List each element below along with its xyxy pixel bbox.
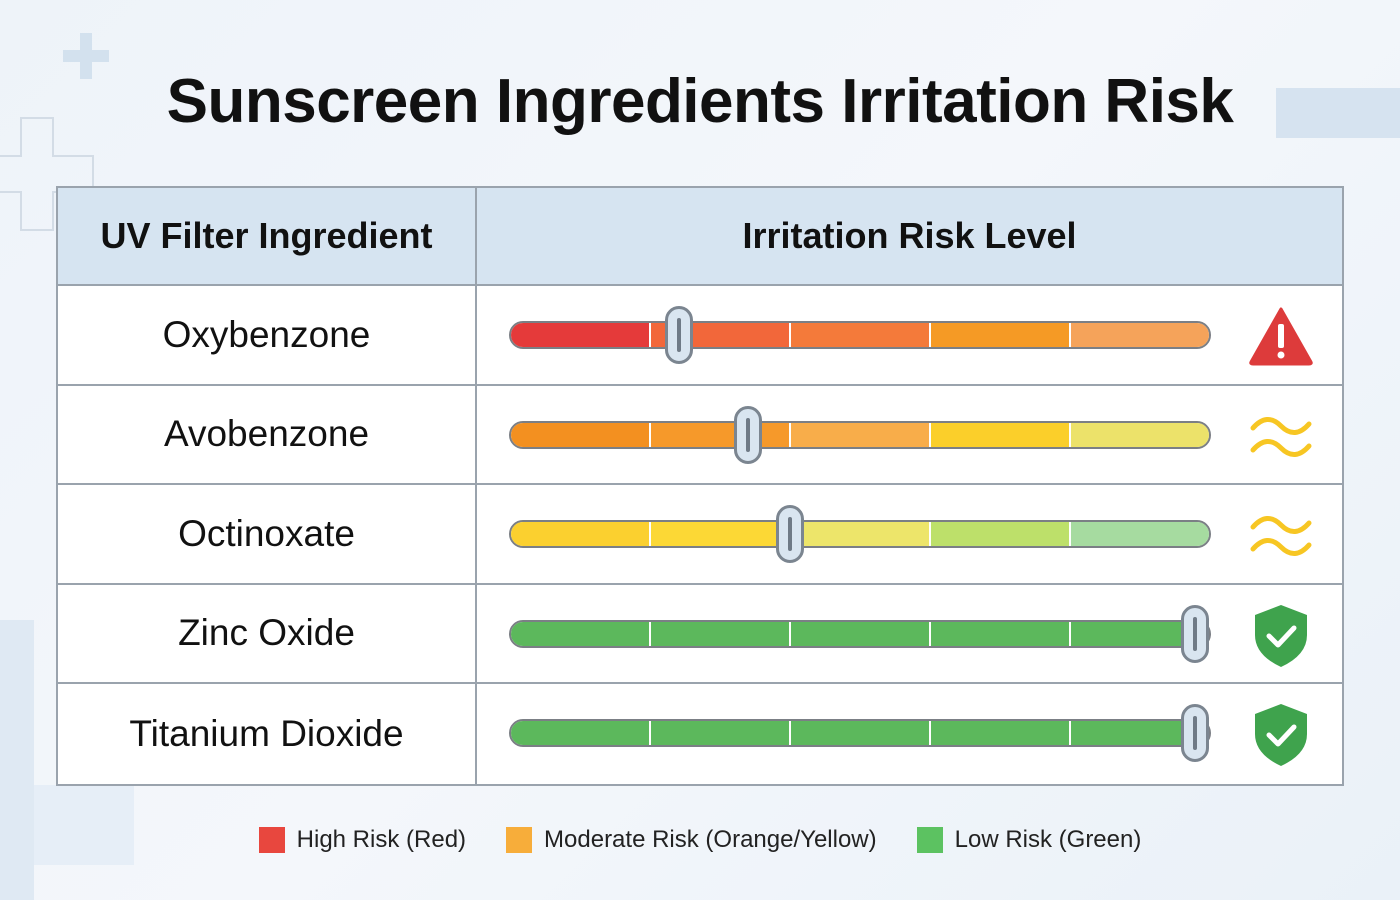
risk-segment [651,621,791,646]
legend: High Risk (Red) Moderate Risk (Orange/Ye… [0,826,1400,854]
legend-label: Moderate Risk (Orange/Yellow) [544,826,877,853]
risk-segment [511,522,651,546]
background-shape [0,620,34,900]
risk-segment [511,323,651,347]
table-row: Oxybenzone [58,286,1342,386]
wavy-approx-icon [1247,404,1315,468]
risk-segment [931,522,1071,546]
legend-item-moderate: Moderate Risk (Orange/Yellow) [506,826,877,854]
risk-segment [791,621,931,646]
ingredient-name: Oxybenzone [58,286,477,384]
warning-triangle-icon [1247,304,1315,368]
risk-segment [1071,323,1209,347]
risk-segment [931,323,1071,347]
risk-slider-thumb[interactable] [664,306,693,364]
risk-level-cell [477,684,1342,784]
legend-item-low: Low Risk (Green) [916,826,1142,854]
risk-segment [931,721,1071,745]
risk-scale-bar [509,520,1211,548]
ingredient-name: Titanium Dioxide [58,684,477,784]
background-shape [1276,88,1400,138]
shield-check-icon [1247,702,1315,766]
ingredient-name: Avobenzone [58,385,477,483]
table-row: Titanium Dioxide [58,684,1342,784]
risk-segment [1071,522,1209,546]
ingredient-name: Octinoxate [58,485,477,583]
risk-segment [931,422,1071,447]
risk-slider-thumb[interactable] [734,405,763,464]
background-shape [34,785,134,865]
table-header: UV Filter Ingredient Irritation Risk Lev… [58,188,1342,286]
risk-scale-bar [509,719,1211,747]
shield-check-icon [1247,603,1315,667]
risk-segment [791,721,931,745]
risk-slider-thumb[interactable] [776,505,805,563]
wavy-approx-icon [1247,503,1315,567]
legend-item-high: High Risk (Red) [258,826,467,854]
risk-level-cell [477,585,1342,683]
risk-scale-bar [509,619,1211,648]
legend-label: High Risk (Red) [296,826,467,853]
medical-cross-decoration-icon [0,33,109,231]
risk-segment [791,522,931,546]
risk-segment [1071,422,1209,447]
legend-swatch [916,827,943,853]
legend-swatch [506,827,533,853]
risk-segment [931,621,1071,646]
risk-level-cell [477,286,1342,384]
risk-scale-bar [509,420,1211,449]
risk-segment [651,721,791,745]
risk-slider-thumb[interactable] [1181,604,1210,663]
risk-scale-bar [509,321,1211,349]
table-row: Octinoxate [58,485,1342,585]
legend-label: Low Risk (Green) [954,826,1142,853]
risk-segment [791,422,931,447]
table-row: Avobenzone [58,385,1342,485]
risk-level-cell [477,386,1342,484]
legend-swatch [258,827,285,853]
risk-slider-thumb[interactable] [1181,704,1210,762]
risk-segment [511,621,651,646]
risk-segment [511,721,651,745]
risk-table: UV Filter Ingredient Irritation Risk Lev… [56,186,1344,786]
table-row: Zinc Oxide [58,584,1342,684]
ingredient-name: Zinc Oxide [58,584,477,682]
risk-segment [651,422,791,447]
risk-segment [511,422,651,447]
risk-segment [791,323,931,347]
risk-segment [651,522,791,546]
column-header-ingredient: UV Filter Ingredient [58,188,477,284]
page-title: Sunscreen Ingredients Irritation Risk [166,67,1234,136]
risk-level-cell [477,485,1342,583]
column-header-risk-level: Irritation Risk Level [742,215,1077,256]
